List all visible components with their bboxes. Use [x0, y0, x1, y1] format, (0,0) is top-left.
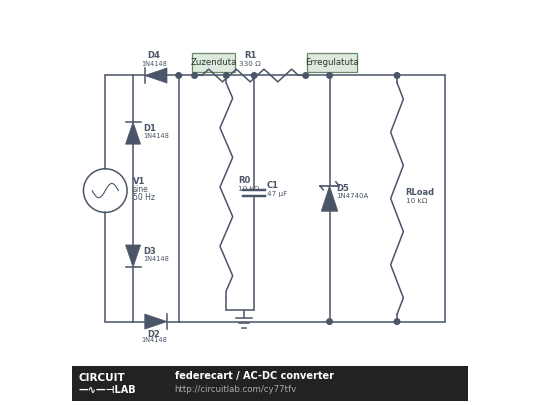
Circle shape [327, 73, 332, 78]
Text: D1: D1 [143, 124, 156, 133]
Text: 10 kΩ: 10 kΩ [238, 186, 260, 192]
Circle shape [327, 319, 332, 324]
Text: D4: D4 [147, 51, 160, 60]
Text: 47 μF: 47 μF [267, 191, 287, 197]
Circle shape [303, 73, 308, 78]
Polygon shape [321, 186, 338, 211]
Polygon shape [145, 314, 167, 329]
Text: 1N4148: 1N4148 [143, 133, 169, 139]
Polygon shape [145, 68, 167, 83]
Text: federecart / AC-DC converter: federecart / AC-DC converter [175, 371, 334, 382]
Text: R1: R1 [244, 51, 256, 60]
Text: sine: sine [133, 185, 149, 194]
FancyBboxPatch shape [307, 53, 356, 72]
Text: 1N4740A: 1N4740A [336, 193, 369, 199]
Text: http://circuitlab.com/cy77tfv: http://circuitlab.com/cy77tfv [175, 384, 297, 394]
Polygon shape [125, 245, 140, 267]
Text: Erregulatuta: Erregulatuta [305, 58, 359, 67]
Text: D2: D2 [147, 330, 160, 339]
Text: 1N4148: 1N4148 [141, 337, 167, 343]
Circle shape [224, 73, 229, 78]
Text: D5: D5 [336, 184, 349, 193]
Text: 50 Hz: 50 Hz [133, 193, 155, 202]
FancyBboxPatch shape [192, 53, 235, 72]
Text: V1: V1 [133, 177, 145, 186]
Circle shape [394, 73, 400, 78]
Text: C1: C1 [267, 181, 279, 190]
Circle shape [251, 73, 257, 78]
Text: 330 Ω: 330 Ω [239, 61, 261, 67]
Text: 1N4148: 1N4148 [141, 61, 167, 67]
Text: RLoad: RLoad [406, 188, 435, 197]
Circle shape [192, 73, 197, 78]
Text: 10 kΩ: 10 kΩ [406, 198, 427, 204]
Text: 1N4148: 1N4148 [143, 256, 169, 262]
Circle shape [394, 319, 400, 324]
Bar [71, 366, 469, 401]
Text: CIRCUIT: CIRCUIT [79, 373, 125, 383]
Circle shape [176, 73, 181, 78]
Polygon shape [125, 122, 140, 144]
Text: —∿—⊣LAB: —∿—⊣LAB [79, 385, 136, 395]
Text: R0: R0 [238, 176, 251, 185]
Text: Zuzenduta: Zuzenduta [191, 58, 237, 67]
Text: D3: D3 [143, 247, 156, 256]
